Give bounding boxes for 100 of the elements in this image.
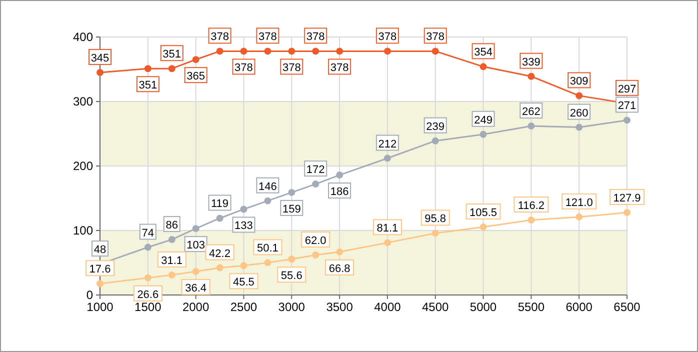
- data-label: 249: [474, 114, 492, 126]
- data-label: 146: [258, 180, 277, 193]
- point: [168, 271, 176, 278]
- point: [240, 206, 248, 213]
- data-label: 351: [138, 80, 158, 92]
- point: [264, 48, 272, 55]
- x-tick-label: 4500: [422, 300, 450, 314]
- data-label: 36.4: [185, 282, 207, 295]
- point: [288, 256, 296, 263]
- data-label: 74: [142, 227, 154, 240]
- point: [336, 48, 344, 55]
- point: [144, 244, 152, 251]
- point: [336, 248, 344, 256]
- point: [384, 154, 391, 162]
- data-label: 309: [570, 76, 588, 88]
- data-label: 103: [186, 240, 205, 252]
- point: [480, 130, 487, 138]
- data-label: 297: [618, 83, 636, 96]
- point: [96, 280, 104, 288]
- data-label: 105.5: [470, 206, 498, 219]
- data-label: 121.0: [565, 196, 593, 209]
- data-label: 239: [426, 120, 445, 133]
- y-tick-label: 200: [72, 159, 94, 173]
- x-tick-label: 4000: [374, 300, 402, 314]
- point: [168, 236, 176, 244]
- data-label: 212: [378, 138, 397, 150]
- point: [480, 223, 487, 230]
- point: [432, 48, 439, 55]
- x-tick-label: 5500: [518, 300, 545, 314]
- data-label: 271: [618, 100, 636, 112]
- data-label: 127.9: [613, 192, 641, 205]
- x-tick-label: 3000: [278, 300, 306, 314]
- point: [432, 230, 439, 237]
- data-label: 133: [234, 220, 253, 232]
- data-label: 262: [522, 106, 540, 118]
- data-label: 159: [282, 203, 301, 216]
- point: [264, 197, 272, 204]
- data-label: 260: [570, 107, 588, 120]
- data-label: 66.8: [328, 262, 350, 275]
- data-label: 378: [378, 31, 397, 44]
- point: [144, 274, 152, 282]
- point: [312, 180, 320, 188]
- data-label: 116.2: [518, 200, 545, 212]
- point: [528, 216, 535, 224]
- data-label: 86: [166, 220, 178, 232]
- point: [264, 259, 272, 266]
- point: [312, 48, 320, 55]
- y-tick-label: 0: [86, 288, 94, 302]
- point: [312, 252, 320, 259]
- point: [528, 122, 535, 130]
- data-label: 26.6: [137, 288, 159, 301]
- data-label: 17.6: [89, 264, 111, 276]
- data-label: 378: [306, 31, 325, 44]
- point: [480, 63, 487, 70]
- data-label: 378: [258, 31, 277, 44]
- x-tick-label: 6000: [566, 300, 593, 314]
- data-label: 48: [94, 244, 106, 256]
- data-label: 339: [522, 56, 540, 68]
- point: [240, 48, 248, 55]
- point: [216, 48, 224, 55]
- point: [384, 239, 391, 246]
- x-tick-label: 1500: [134, 300, 162, 314]
- x-tick-label: 3500: [326, 300, 354, 314]
- point: [240, 262, 248, 270]
- x-tick-label: 2500: [230, 300, 258, 314]
- y-tick-label: 100: [72, 224, 94, 238]
- point: [576, 124, 583, 131]
- x-tick-label: 5000: [470, 300, 497, 314]
- point: [144, 65, 152, 72]
- data-label: 95.8: [424, 213, 446, 226]
- data-label: 365: [186, 70, 205, 83]
- data-label: 45.5: [233, 276, 254, 289]
- point: [288, 48, 296, 55]
- point: [432, 137, 439, 144]
- point: [168, 65, 176, 72]
- y-tick-label: 400: [72, 30, 94, 44]
- point: [216, 264, 224, 272]
- x-tick-label: 1000: [86, 300, 114, 314]
- point: [576, 213, 583, 220]
- data-label: 42.2: [209, 248, 230, 260]
- x-tick-label: 6500: [614, 300, 641, 314]
- data-label: 378: [330, 62, 349, 74]
- data-label: 50.1: [256, 242, 278, 255]
- data-label: 345: [90, 52, 110, 64]
- point: [384, 48, 391, 55]
- data-label: 31.1: [161, 254, 183, 267]
- point: [216, 214, 224, 222]
- point: [288, 188, 296, 196]
- x-tick-label: 2000: [182, 300, 210, 314]
- data-label: 186: [330, 186, 349, 198]
- data-label: 172: [306, 164, 325, 176]
- y-tick-label: 300: [72, 94, 94, 108]
- point: [576, 92, 583, 100]
- data-label: 378: [234, 62, 253, 74]
- point: [192, 56, 200, 64]
- data-label: 351: [162, 48, 182, 61]
- point: [528, 72, 535, 80]
- data-label: 378: [426, 31, 445, 44]
- point: [192, 225, 200, 232]
- data-label: 354: [474, 46, 492, 59]
